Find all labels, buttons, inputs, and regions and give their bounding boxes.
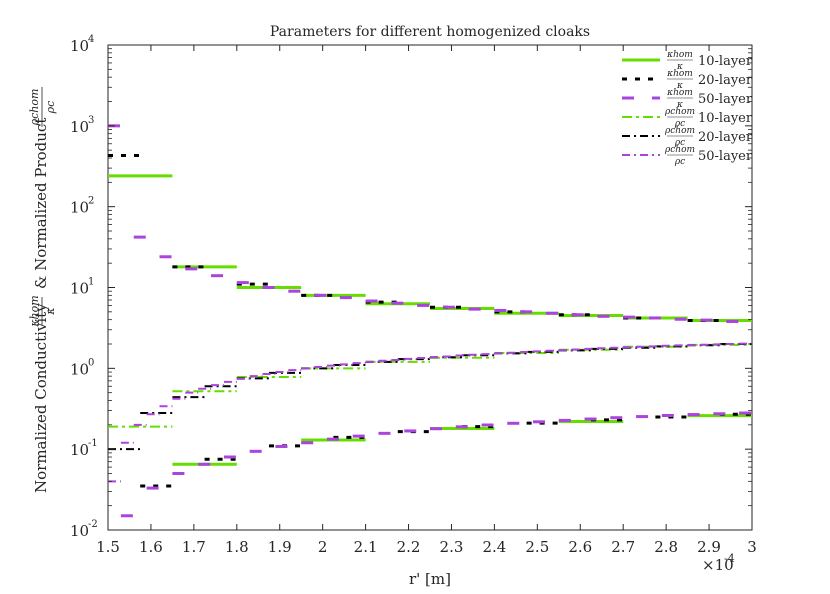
y-tick-label-base: 10 [70,441,89,459]
x-tick-label: 2.2 [397,538,421,556]
plot-area: 1.5 1.6 1.7 1.8 1.9 2 2.1 2.2 2.3 2.4 2.5 2.6 2.7 2.8… [70,34,757,556]
y-axis-label: Normalized Conductivity κhom κ & Normali… [28,87,57,493]
y-axis-frac2-den: ρc [44,101,57,115]
legend-label: 50-layer [698,149,753,164]
x-tick-label: 2.3 [440,538,464,556]
y-tick-label-base: 10 [70,37,89,55]
y-tick-label-power: 3 [88,115,94,126]
y-tick-label-base: 10 [70,360,89,378]
series-5 [108,342,752,483]
legend-frac-num: ρchom [664,107,695,117]
legend-frac-den: κ [676,100,683,110]
x-tick-label: 2 [318,538,328,556]
y-axis-frac1-den: κ [44,307,57,316]
y-tick-label-power: 4 [88,34,94,45]
legend-frac-den: κ [676,81,683,91]
axes-frame [107,44,753,531]
legend-frac-num: κhom [666,88,693,98]
legend-label: 10-layer [698,54,753,69]
legend-label: 20-layer [698,73,753,88]
y-axis-frac2: ρchom ρc [28,87,57,127]
y-tick-label-base: 10 [70,280,89,298]
x-tick-label: 2.9 [697,538,721,556]
legend-label: 50-layer [698,92,753,107]
x-ticks: 1.5 1.6 1.7 1.8 1.9 2 2.1 2.2 2.3 2.4 2.5 2.6 2.7 2.8… [96,45,757,556]
x-tick-label: 1.8 [225,538,249,556]
x-axis-label: r' [m] [409,570,451,588]
y-axis-label-part2: & Normalized Product [32,118,50,289]
y-tick-label-power: 1 [88,277,94,288]
x-tick-label: 2.8 [654,538,678,556]
x-exponent-power: -4 [724,552,735,565]
series-8 [120,411,752,518]
y-tick-label-power: -2 [88,519,98,530]
y-tick-label-base: 10 [70,118,89,136]
legend-frac-num: ρchom [664,126,695,136]
y-tick-label-power: 0 [88,357,94,368]
y-axis-frac2-num: ρchom [28,89,41,127]
legend-frac-den: ρc [674,119,685,129]
legend-frac-den: ρc [674,157,685,167]
y-axis-frac1-num: κhom [28,295,41,327]
legend-frac-num: κhom [666,69,693,79]
x-tick-label: 1.7 [182,538,206,556]
y-tick-label-power: -1 [88,438,98,449]
x-tick-label: 2.5 [525,538,549,556]
legend-frac-den: κ [676,62,683,72]
x-tick-label: 1.6 [139,538,163,556]
series-layer [108,124,752,518]
y-axis-label-part1: Normalized Conductivity [32,303,50,493]
x-exponent: ×10 -4 [702,552,735,574]
legend-frac-num: κhom [666,50,693,60]
x-tick-label: 2.6 [568,538,592,556]
legend-label: 20-layer [698,130,753,145]
legend-frac-num: ρchom [664,145,695,155]
x-exponent-base: ×10 [702,556,734,574]
chart-title: Parameters for different homogenized clo… [270,24,590,40]
x-tick-label: 2.1 [354,538,378,556]
x-tick-label: 3 [747,538,757,556]
y-tick-label-base: 10 [70,199,89,217]
y-tick-label-power: 2 [88,196,94,207]
y-tick-label-base: 10 [70,522,89,540]
x-tick-label: 2.4 [482,538,506,556]
series-2 [108,124,740,323]
x-tick-label: 2.7 [611,538,635,556]
legend-frac-den: ρc [674,138,685,148]
y-axis-frac1: κhom κ [28,295,57,327]
x-tick-label: 1.5 [96,538,120,556]
legend-label: 10-layer [698,111,753,126]
x-tick-label: 1.9 [268,538,292,556]
